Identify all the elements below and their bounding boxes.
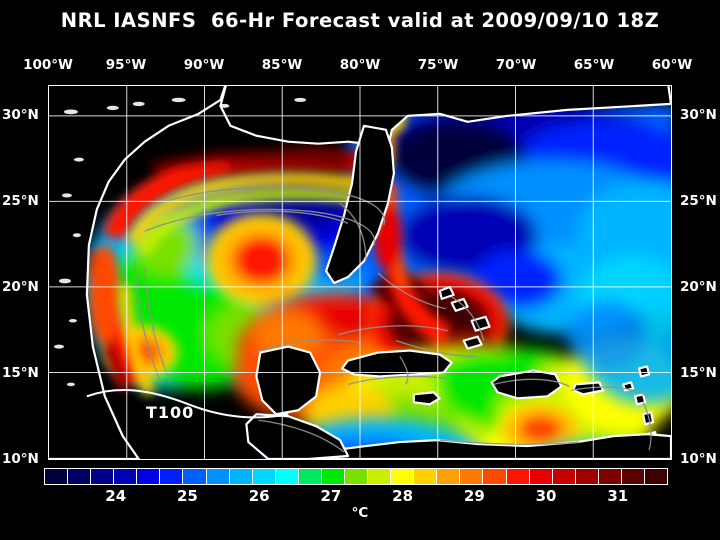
lat-tick-l-25N: 25°N [2,193,39,209]
colorbar-swatch [206,469,230,484]
colorbar-swatch [529,469,553,484]
colorbar-swatch [160,469,184,484]
lon-tick-60W: 60°W [651,57,693,73]
page-title: NRL IASNFS 66-Hr Forecast valid at 2009/… [60,9,660,32]
lat-tick-r-20N: 20°N [680,279,717,295]
colorbar-swatch [45,469,69,484]
colorbar-swatch [252,469,276,484]
colorbar-tick-24: 24 [105,487,127,505]
colorbar-tick-30: 30 [535,487,557,505]
colorbar-swatch [275,469,299,484]
lon-tick-70W: 70°W [495,57,537,73]
field-annotation-t100: T100 [146,403,195,422]
colorbar-swatch [391,469,415,484]
colorbar-swatch [368,469,392,484]
lat-tick-r-30N: 30°N [680,107,717,123]
colorbar-tick-31: 31 [607,487,629,505]
lon-tick-85W: 85°W [261,57,303,73]
colorbar-unit-label: °C [351,505,369,521]
colorbar-swatch [414,469,438,484]
colorbar-swatch [345,469,369,484]
colorbar-swatch [183,469,207,484]
colorbar-tick-29: 29 [463,487,485,505]
colorbar-swatch [68,469,92,484]
colorbar-swatch [506,469,530,484]
colorbar-swatch [91,469,115,484]
colorbar-swatch [321,469,346,484]
colorbar-swatch [552,469,576,484]
colorbar-swatch [437,469,461,484]
map-panel [48,85,672,460]
colorbar-swatch [137,469,161,484]
colorbar [44,468,668,485]
colorbar-swatch [621,469,646,484]
lon-tick-90W: 90°W [183,57,225,73]
lon-tick-80W: 80°W [339,57,381,73]
lat-tick-r-10N: 10°N [680,451,717,467]
lat-tick-l-10N: 10°N [2,451,39,467]
lat-tick-l-30N: 30°N [2,107,39,123]
colorbar-tick-26: 26 [248,487,270,505]
colorbar-swatch [114,469,138,484]
lat-tick-l-20N: 20°N [2,279,39,295]
lon-tick-65W: 65°W [573,57,615,73]
lat-tick-l-15N: 15°N [2,365,39,381]
colorbar-swatch [483,469,507,484]
lon-tick-95W: 95°W [105,57,147,73]
colorbar-swatch [575,469,599,484]
longitude-axis: 100°W 95°W 90°W 85°W 80°W 75°W 70°W 65°W 60°W [0,57,720,75]
sst-field [49,86,671,459]
colorbar-swatch [460,469,484,484]
colorbar-tick-25: 25 [177,487,198,505]
lat-tick-r-25N: 25°N [680,193,717,209]
lon-tick-100W: 100°W [23,57,73,73]
colorbar-tick-27: 27 [320,487,342,505]
colorbar-swatch [598,469,622,484]
lat-tick-r-15N: 15°N [680,365,717,381]
colorbar-tick-28: 28 [392,487,414,505]
colorbar-swatch [645,469,668,484]
colorbar-swatch [298,469,322,484]
lon-tick-75W: 75°W [417,57,459,73]
colorbar-swatch [229,469,253,484]
